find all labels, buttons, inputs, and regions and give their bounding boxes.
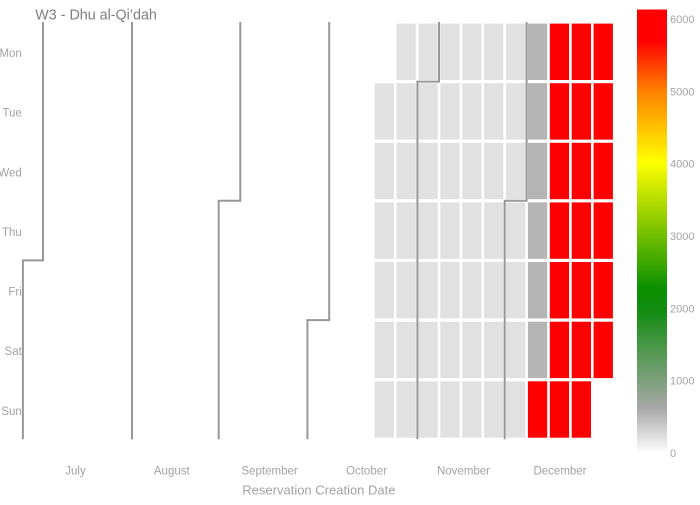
svg-text:September: September <box>241 465 297 477</box>
svg-text:Sun: Sun <box>1 406 21 418</box>
svg-text:July: July <box>65 465 86 477</box>
svg-text:Thu: Thu <box>2 227 22 239</box>
svg-text:Fri: Fri <box>8 287 21 299</box>
svg-text:1000: 1000 <box>670 376 694 388</box>
svg-text:Wed: Wed <box>0 167 22 179</box>
svg-text:3000: 3000 <box>670 231 694 243</box>
svg-text:Sat: Sat <box>5 346 23 358</box>
svg-text:W3 - Dhu al-Qi’dah: W3 - Dhu al-Qi’dah <box>35 8 157 24</box>
svg-text:0: 0 <box>670 448 676 460</box>
svg-text:November: November <box>437 465 490 477</box>
svg-text:August: August <box>154 465 191 477</box>
svg-text:December: December <box>533 465 586 477</box>
svg-text:Tue: Tue <box>2 108 21 120</box>
svg-text:2000: 2000 <box>670 303 694 315</box>
svg-text:Mon: Mon <box>0 48 22 60</box>
svg-text:4000: 4000 <box>670 159 694 171</box>
svg-text:6000: 6000 <box>670 14 694 26</box>
svg-text:5000: 5000 <box>670 86 694 98</box>
svg-text:October: October <box>346 465 387 477</box>
svg-text:Reservation Creation Date: Reservation Creation Date <box>242 483 395 498</box>
